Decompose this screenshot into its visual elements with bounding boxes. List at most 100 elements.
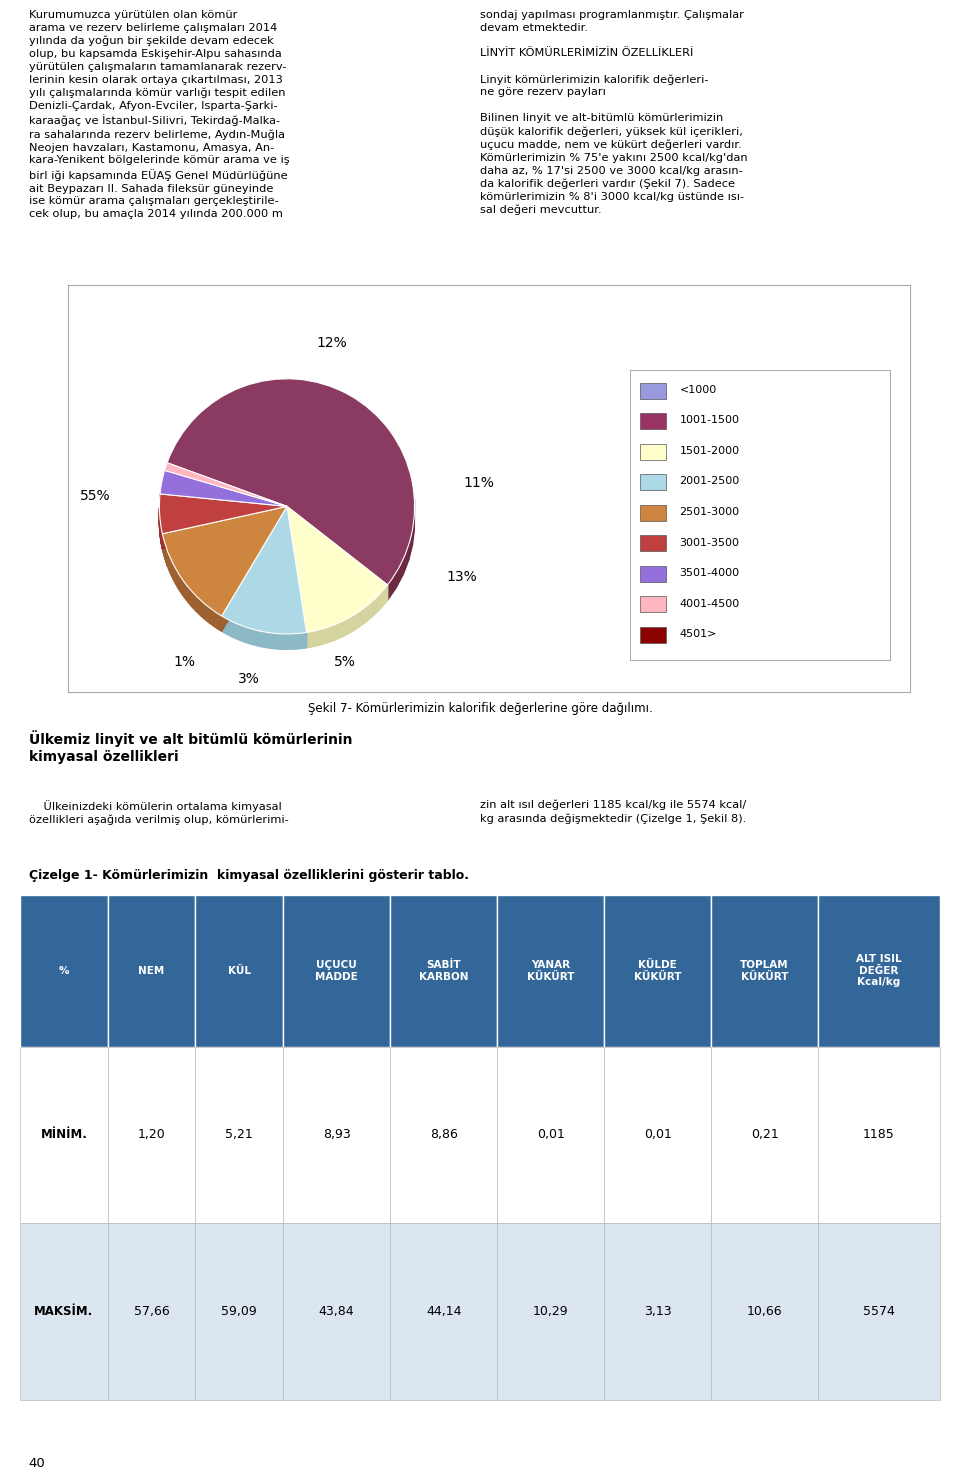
Polygon shape [184,582,187,600]
Text: Ülkemiz linyit ve alt bitümlü kömürlerinin
kimyasal özellikleri: Ülkemiz linyit ve alt bitümlü kömürlerin… [29,731,352,765]
Text: 43,84: 43,84 [319,1306,354,1317]
Text: KÜLDE
KÜKÜRT: KÜLDE KÜKÜRT [634,960,682,981]
Wedge shape [167,379,415,585]
Polygon shape [383,587,386,605]
Polygon shape [356,612,359,630]
Bar [196,1223,283,1400]
Polygon shape [210,608,213,625]
Polygon shape [164,541,165,560]
Polygon shape [325,627,329,643]
Text: 11%: 11% [463,476,494,491]
Wedge shape [164,462,287,507]
Polygon shape [204,603,207,621]
Polygon shape [345,619,348,636]
Bar [818,895,940,1046]
Polygon shape [342,621,345,637]
Polygon shape [276,633,279,649]
Polygon shape [372,600,374,617]
Polygon shape [306,631,310,648]
Polygon shape [162,507,287,550]
Polygon shape [167,462,287,522]
Polygon shape [348,618,350,634]
Text: NEM: NEM [138,966,165,975]
Polygon shape [177,571,179,588]
Polygon shape [409,531,413,560]
Text: 10,29: 10,29 [533,1306,568,1317]
Bar [711,895,818,1046]
Polygon shape [310,631,313,648]
Bar [640,535,666,551]
Wedge shape [162,507,287,617]
Text: ALT ISIL
DEĞER
Kcal/kg: ALT ISIL DEĞER Kcal/kg [856,954,901,987]
Text: 1%: 1% [173,655,195,668]
Polygon shape [222,507,287,631]
Text: YANAR
KÜKÜRT: YANAR KÜKÜRT [527,960,574,981]
Text: 0,01: 0,01 [643,1128,671,1141]
Bar [640,413,666,430]
Text: 3501-4000: 3501-4000 [680,568,739,578]
Text: <1000: <1000 [680,385,717,394]
Polygon shape [167,462,287,522]
Polygon shape [189,588,191,606]
Polygon shape [413,514,415,545]
Text: 59,09: 59,09 [222,1306,257,1317]
Polygon shape [323,628,325,645]
Polygon shape [166,548,167,566]
Polygon shape [287,507,306,648]
Polygon shape [361,608,364,625]
Polygon shape [172,560,173,579]
Text: 2001-2500: 2001-2500 [680,477,739,486]
Polygon shape [258,631,261,646]
Text: 10,66: 10,66 [747,1306,782,1317]
Bar [283,1223,390,1400]
Polygon shape [364,606,367,624]
Polygon shape [164,470,287,522]
Polygon shape [229,621,232,637]
Polygon shape [179,574,180,591]
Text: 4001-4500: 4001-4500 [680,599,739,609]
Polygon shape [292,634,295,649]
Text: 55%: 55% [81,489,111,504]
Polygon shape [288,634,292,649]
Polygon shape [255,630,258,646]
Text: 5574: 5574 [863,1306,895,1317]
Polygon shape [232,621,235,639]
Bar [283,1046,390,1223]
Text: Çizelge 1- Kömürlerimizin  kimyasal özelliklerini gösterir tablo.: Çizelge 1- Kömürlerimizin kimyasal özell… [29,870,468,882]
Bar [497,895,604,1046]
Polygon shape [285,634,288,649]
Text: MİNİM.: MİNİM. [40,1128,87,1141]
Text: Kurumumuzca yürütülen olan kömür
arama ve rezerv belirleme çalışmaları 2014
yılı: Kurumumuzca yürütülen olan kömür arama v… [29,10,289,219]
Polygon shape [196,596,199,614]
Bar [640,474,666,491]
Text: 0,01: 0,01 [537,1128,564,1141]
Bar [497,1046,604,1223]
Text: MAKSİM.: MAKSİM. [35,1306,93,1317]
Polygon shape [162,507,287,550]
Bar [640,443,666,459]
Polygon shape [303,633,306,648]
Text: 3%: 3% [238,671,259,686]
Polygon shape [160,494,287,522]
Wedge shape [159,494,287,534]
Text: 1,20: 1,20 [137,1128,165,1141]
Polygon shape [350,615,353,633]
Bar [497,1223,604,1400]
Polygon shape [194,593,196,612]
Polygon shape [274,633,276,649]
Polygon shape [370,602,372,619]
Polygon shape [216,612,219,630]
Polygon shape [250,628,252,645]
Polygon shape [279,634,282,649]
Polygon shape [386,585,388,603]
Bar [20,1046,108,1223]
Bar [20,1223,108,1400]
Polygon shape [175,568,177,585]
Text: 8,93: 8,93 [323,1128,350,1141]
Polygon shape [244,627,247,643]
Polygon shape [170,557,172,576]
Text: %: % [59,966,69,975]
Polygon shape [191,591,194,609]
Polygon shape [295,633,298,649]
Polygon shape [164,470,287,522]
